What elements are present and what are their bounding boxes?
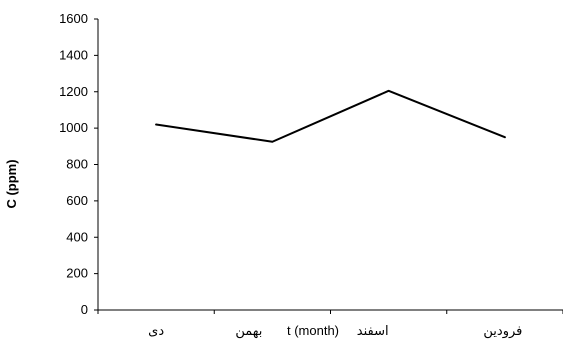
x-axis-tick-labels: دی بهمن اسفند فرودین	[148, 323, 522, 339]
series-layer	[155, 89, 506, 143]
y-tick-label: 800	[66, 157, 88, 172]
data-point	[271, 140, 274, 143]
data-point-layer	[155, 90, 506, 143]
y-tick-label: 400	[66, 229, 88, 244]
y-tick-label: 200	[66, 266, 88, 281]
series-line	[155, 89, 506, 143]
y-tick-label: 600	[66, 193, 88, 208]
y-axis-title: C (ppm)	[4, 159, 19, 208]
y-tick-label: 1000	[59, 120, 88, 135]
y-tick-label: 1400	[59, 47, 88, 62]
x-tick-label: دی	[148, 323, 164, 338]
data-point	[387, 90, 390, 92]
data-point	[155, 123, 157, 126]
data-point	[504, 136, 506, 139]
y-tick-label: 1600	[59, 11, 88, 26]
y-axis-tick-labels: 0 200 400 600 800 1000 1200 1400 1600	[59, 11, 88, 317]
y-tick-label: 0	[81, 302, 88, 317]
chart-axes	[97, 19, 563, 311]
x-axis-title: t (month)	[287, 323, 339, 338]
x-axis-ticks	[97, 310, 563, 314]
x-tick-label: فرودین	[483, 323, 522, 339]
y-tick-label: 1200	[59, 84, 88, 99]
x-tick-label: بهمن	[235, 323, 262, 339]
x-tick-label: اسفند	[357, 323, 389, 338]
y-axis-ticks	[94, 18, 98, 311]
